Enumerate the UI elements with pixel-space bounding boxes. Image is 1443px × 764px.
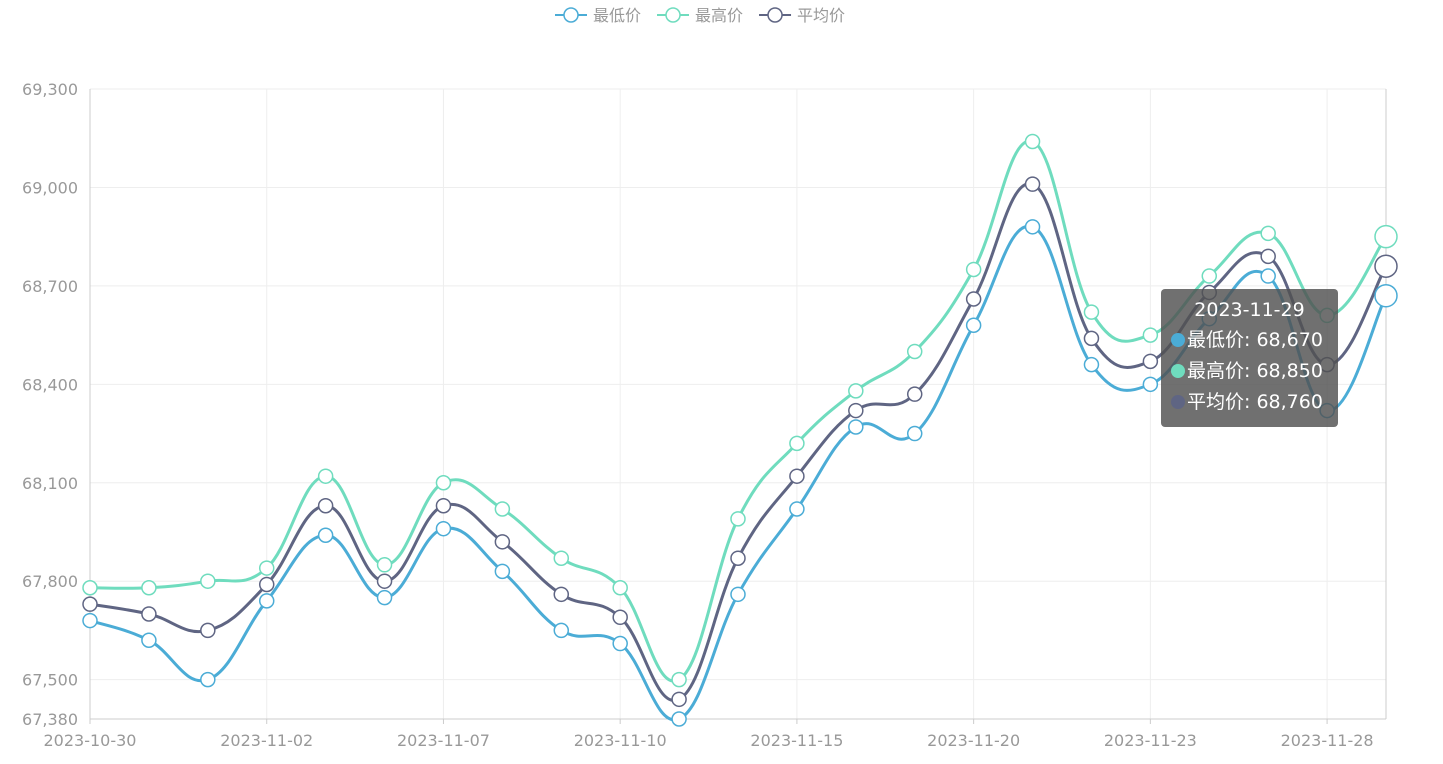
data-point	[965, 291, 982, 307]
data-point	[258, 576, 275, 593]
data-point	[317, 527, 334, 543]
y-tick-label: 69,300	[22, 80, 78, 99]
data-point	[317, 497, 334, 514]
data-point	[376, 557, 393, 573]
data-point	[848, 419, 864, 435]
data-point	[258, 593, 275, 609]
x-tick-label: 2023-11-23	[1104, 731, 1197, 750]
y-tick-label: 68,700	[22, 277, 78, 296]
data-point	[906, 425, 923, 442]
data-point	[1260, 248, 1276, 265]
data-point	[141, 632, 157, 648]
legend-label: 最高价	[695, 6, 743, 25]
x-tick-label: 2023-11-02	[220, 731, 313, 750]
data-point	[612, 609, 628, 626]
data-point	[1142, 327, 1159, 343]
data-point	[789, 501, 805, 517]
data-point	[1083, 304, 1100, 320]
data-point	[494, 563, 511, 580]
data-point	[553, 622, 570, 639]
tooltip-text: 最低价: 68,670	[1187, 329, 1323, 351]
x-tick-label: 2023-10-30	[44, 731, 137, 750]
data-point	[435, 497, 452, 514]
tooltip-row: 平均价: 68,760	[1171, 387, 1338, 418]
data-point	[376, 589, 393, 606]
legend-marker	[563, 7, 579, 23]
data-point	[730, 511, 746, 527]
x-tick-label: 2023-11-20	[927, 731, 1020, 750]
data-point	[82, 612, 98, 629]
data-point	[1374, 283, 1398, 308]
data-point	[965, 261, 982, 278]
data-point	[1024, 133, 1041, 150]
data-point	[1024, 176, 1041, 192]
tooltip-row: 最高价: 68,850	[1171, 356, 1338, 387]
tooltip-title: 2023-11-29	[1194, 299, 1305, 321]
legend-marker	[767, 7, 783, 23]
data-point	[612, 635, 628, 652]
data-point	[1201, 268, 1218, 284]
data-point	[141, 606, 157, 622]
data-point	[906, 386, 923, 402]
data-point	[1260, 225, 1276, 242]
data-point	[141, 580, 157, 596]
data-point	[82, 596, 98, 612]
data-point	[258, 560, 275, 576]
data-point	[730, 550, 746, 566]
legend-marker	[665, 7, 681, 23]
data-point	[82, 580, 98, 596]
x-tick-label: 2023-11-10	[574, 731, 667, 750]
legend-label: 平均价	[797, 6, 845, 25]
data-point	[671, 691, 687, 708]
data-point	[1083, 356, 1100, 373]
data-point	[200, 573, 216, 589]
data-point	[494, 501, 511, 517]
tooltip-text: 最高价: 68,850	[1187, 360, 1323, 382]
tooltip-text: 平均价: 68,760	[1187, 391, 1323, 413]
data-point	[553, 586, 570, 603]
y-tick-label: 69,000	[22, 178, 78, 197]
x-tick-label: 2023-11-28	[1281, 731, 1374, 750]
data-point	[435, 475, 452, 491]
tooltip: 2023-11-29 最低价: 68,670 最高价: 68,850 平均价: …	[1161, 289, 1338, 427]
data-point	[848, 383, 864, 399]
tooltip-row: 最低价: 68,670	[1171, 325, 1338, 356]
data-point	[200, 622, 216, 639]
x-tick-label: 2023-11-07	[397, 731, 490, 750]
data-point	[1142, 353, 1159, 370]
data-point	[1142, 376, 1159, 393]
data-point	[494, 534, 511, 550]
y-tick-label: 68,400	[22, 375, 78, 394]
y-tick-label: 67,500	[22, 671, 78, 690]
data-point	[1024, 219, 1041, 235]
data-point	[376, 573, 393, 589]
data-point	[612, 580, 628, 596]
y-tick-label: 67,380	[22, 710, 78, 729]
data-point	[1374, 254, 1398, 278]
data-point	[789, 435, 805, 452]
data-point	[200, 671, 216, 688]
data-point	[1083, 330, 1100, 347]
data-point	[848, 402, 864, 419]
data-point	[965, 317, 982, 333]
data-point	[671, 671, 687, 688]
y-tick-label: 68,100	[22, 474, 78, 493]
data-point	[435, 520, 452, 537]
legend-label: 最低价	[593, 6, 641, 25]
data-point	[317, 468, 334, 484]
data-point	[789, 468, 805, 484]
data-point	[1260, 268, 1276, 284]
data-point	[553, 550, 570, 566]
data-point	[906, 343, 923, 360]
data-point	[1374, 224, 1398, 249]
y-tick-label: 67,800	[22, 572, 78, 591]
series-line	[89, 182, 1388, 703]
x-tick-label: 2023-11-15	[750, 731, 843, 750]
data-point	[671, 711, 687, 727]
data-point	[730, 586, 746, 603]
